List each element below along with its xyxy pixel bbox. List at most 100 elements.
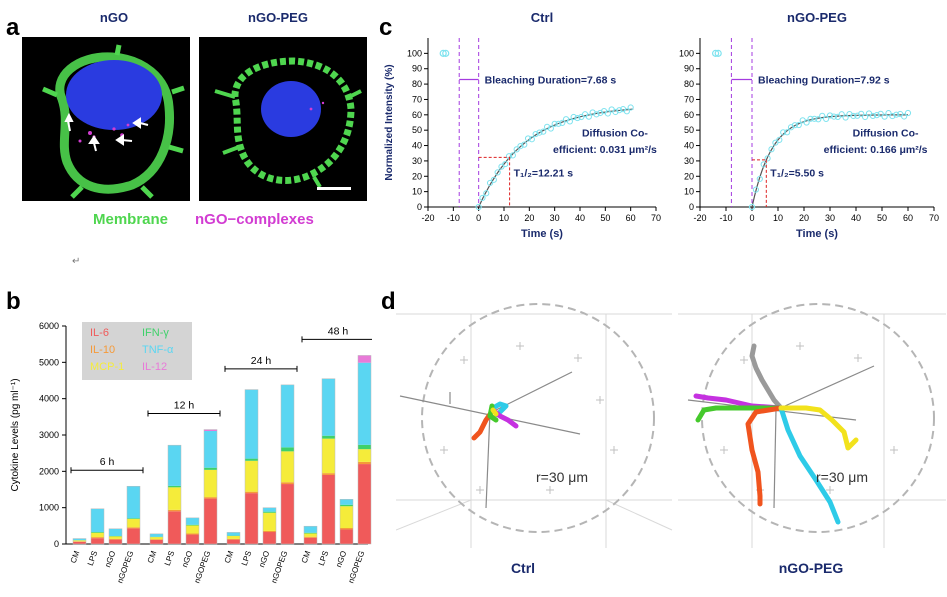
category-label: CM	[223, 549, 236, 564]
bar-segment	[91, 532, 104, 538]
pre-bleach-point	[714, 49, 722, 57]
x-tick-label: 40	[575, 213, 585, 223]
category-label: nGO	[180, 550, 194, 569]
micrograph-ngo	[22, 37, 190, 201]
recovery-point	[566, 118, 573, 125]
recovery-point	[513, 146, 520, 153]
bar-segment	[322, 473, 335, 475]
y-tick-label: 30	[684, 156, 694, 166]
y-tick-label: 10	[684, 187, 694, 197]
recovery-point	[901, 113, 908, 120]
bar-segment	[127, 518, 140, 519]
recovery-point	[559, 119, 566, 127]
recovery-point	[521, 141, 528, 148]
x-tick-label: 0	[749, 213, 754, 223]
y-tick-label: 100	[679, 48, 694, 58]
category-label: CM	[69, 549, 82, 564]
x-axis-title: Time (s)	[796, 228, 838, 240]
recovery-point	[869, 112, 876, 120]
bar-segment	[340, 504, 353, 507]
recovery-point	[486, 179, 494, 187]
radius-label-left: r=30 μm	[536, 469, 588, 485]
track-ctrl-cyan	[490, 401, 509, 415]
x-tick-label: 20	[524, 213, 534, 223]
bar-segment	[245, 389, 258, 459]
bar-segment	[245, 493, 258, 544]
recovery-point	[784, 129, 791, 136]
recovery-point	[885, 110, 892, 117]
frap-title: Ctrl	[531, 10, 553, 25]
recovery-point	[815, 116, 822, 123]
cytokine-bar-chart: 0 1000 2000 3000 4000 5000 6000 Cytokine Levels…	[10, 321, 372, 585]
x-tick-label: 50	[877, 213, 887, 223]
legend-entry: IL-12	[142, 361, 167, 373]
bar-segment	[245, 458, 258, 461]
diffusion-label-line2: efficient: 0.031 μm²/s	[553, 144, 657, 156]
bar-segment	[263, 532, 276, 544]
bar-outline	[203, 429, 218, 545]
pre-bleach-point	[439, 49, 447, 57]
recovery-point	[764, 155, 771, 162]
recovery-point	[881, 113, 888, 120]
bar-outline	[108, 528, 123, 545]
nucleus-ngo-peg	[261, 81, 321, 137]
bar-segment	[322, 378, 335, 436]
bar-segment	[304, 533, 317, 537]
frap-chart-ngo-peg: nGO-PEG -20 -10 0 10 20 30 40 50 60 70 0 10 20 30 40 50 6…	[679, 10, 939, 240]
y-tick-label: 50	[684, 125, 694, 135]
panel-a-title-left: nGO	[99, 10, 129, 25]
trajectory-3d-plots: r=30 μm r=30 μm	[396, 303, 946, 548]
category-label: nGO	[103, 550, 117, 569]
bar-segment	[186, 517, 199, 525]
bar-outline	[321, 378, 336, 545]
panel-letter-a: a	[6, 14, 20, 41]
y-tick-label: 70	[412, 94, 422, 104]
stray-return-glyph: ↵	[72, 256, 81, 267]
bar-segment	[227, 538, 240, 540]
bar-segment	[227, 536, 240, 539]
bar-segment	[358, 362, 371, 445]
micrograph-ngo-peg	[199, 37, 367, 201]
bar-outline	[167, 444, 182, 545]
bar-segment	[109, 538, 122, 540]
sphere-boundary-right	[701, 303, 935, 533]
x-tick-label: 70	[651, 213, 661, 223]
recovery-point	[540, 128, 547, 135]
radius-label-right: r=30 μm	[816, 469, 868, 485]
bar-segment	[168, 487, 181, 510]
category-label: CM	[146, 549, 159, 564]
bleach-duration-label: Bleaching Duration=7.92 s	[758, 74, 890, 86]
recovery-point	[862, 113, 869, 121]
recovery-point	[532, 130, 539, 138]
bar-segment	[263, 511, 276, 513]
x-tick-label: 30	[550, 213, 560, 223]
category-label: nGOPEG	[269, 550, 289, 585]
recovery-point	[551, 120, 558, 127]
recovery-point	[593, 111, 600, 118]
recovery-point	[803, 119, 810, 126]
legend-entry: IL-6	[90, 327, 109, 339]
panel-d-label-right: nGO-PEG	[778, 560, 844, 576]
y-tick-label: 20	[684, 171, 694, 181]
bar-outline	[262, 507, 277, 545]
recovery-point	[483, 190, 490, 197]
bar-segment	[168, 445, 181, 486]
pre-bleach-point	[711, 49, 720, 57]
y-tick-label: 30	[412, 156, 422, 166]
bar-segment	[358, 444, 371, 450]
bar-outline	[126, 485, 141, 545]
recovery-point	[524, 135, 532, 142]
y-axis-title: Normalized Intensity (%)	[384, 64, 395, 180]
recovery-point	[570, 113, 577, 121]
bar-segment	[73, 541, 86, 544]
x-tick-label: 60	[903, 213, 913, 223]
bar-outline	[357, 355, 372, 545]
frap-chart-ctrl: Ctrl -20 -10 0 10 20 30 40 50 60 70 0 10 20 30 40 50 60 70…	[384, 10, 661, 240]
bar-segment	[358, 464, 371, 544]
x-tick-label: 70	[929, 213, 939, 223]
bar-segment	[91, 508, 104, 533]
x-tick-label: -10	[719, 213, 732, 223]
bar-segment	[245, 491, 258, 494]
diffusion-label-line2: efficient: 0.166 μm²/s	[824, 144, 928, 156]
recovery-point	[543, 123, 551, 130]
